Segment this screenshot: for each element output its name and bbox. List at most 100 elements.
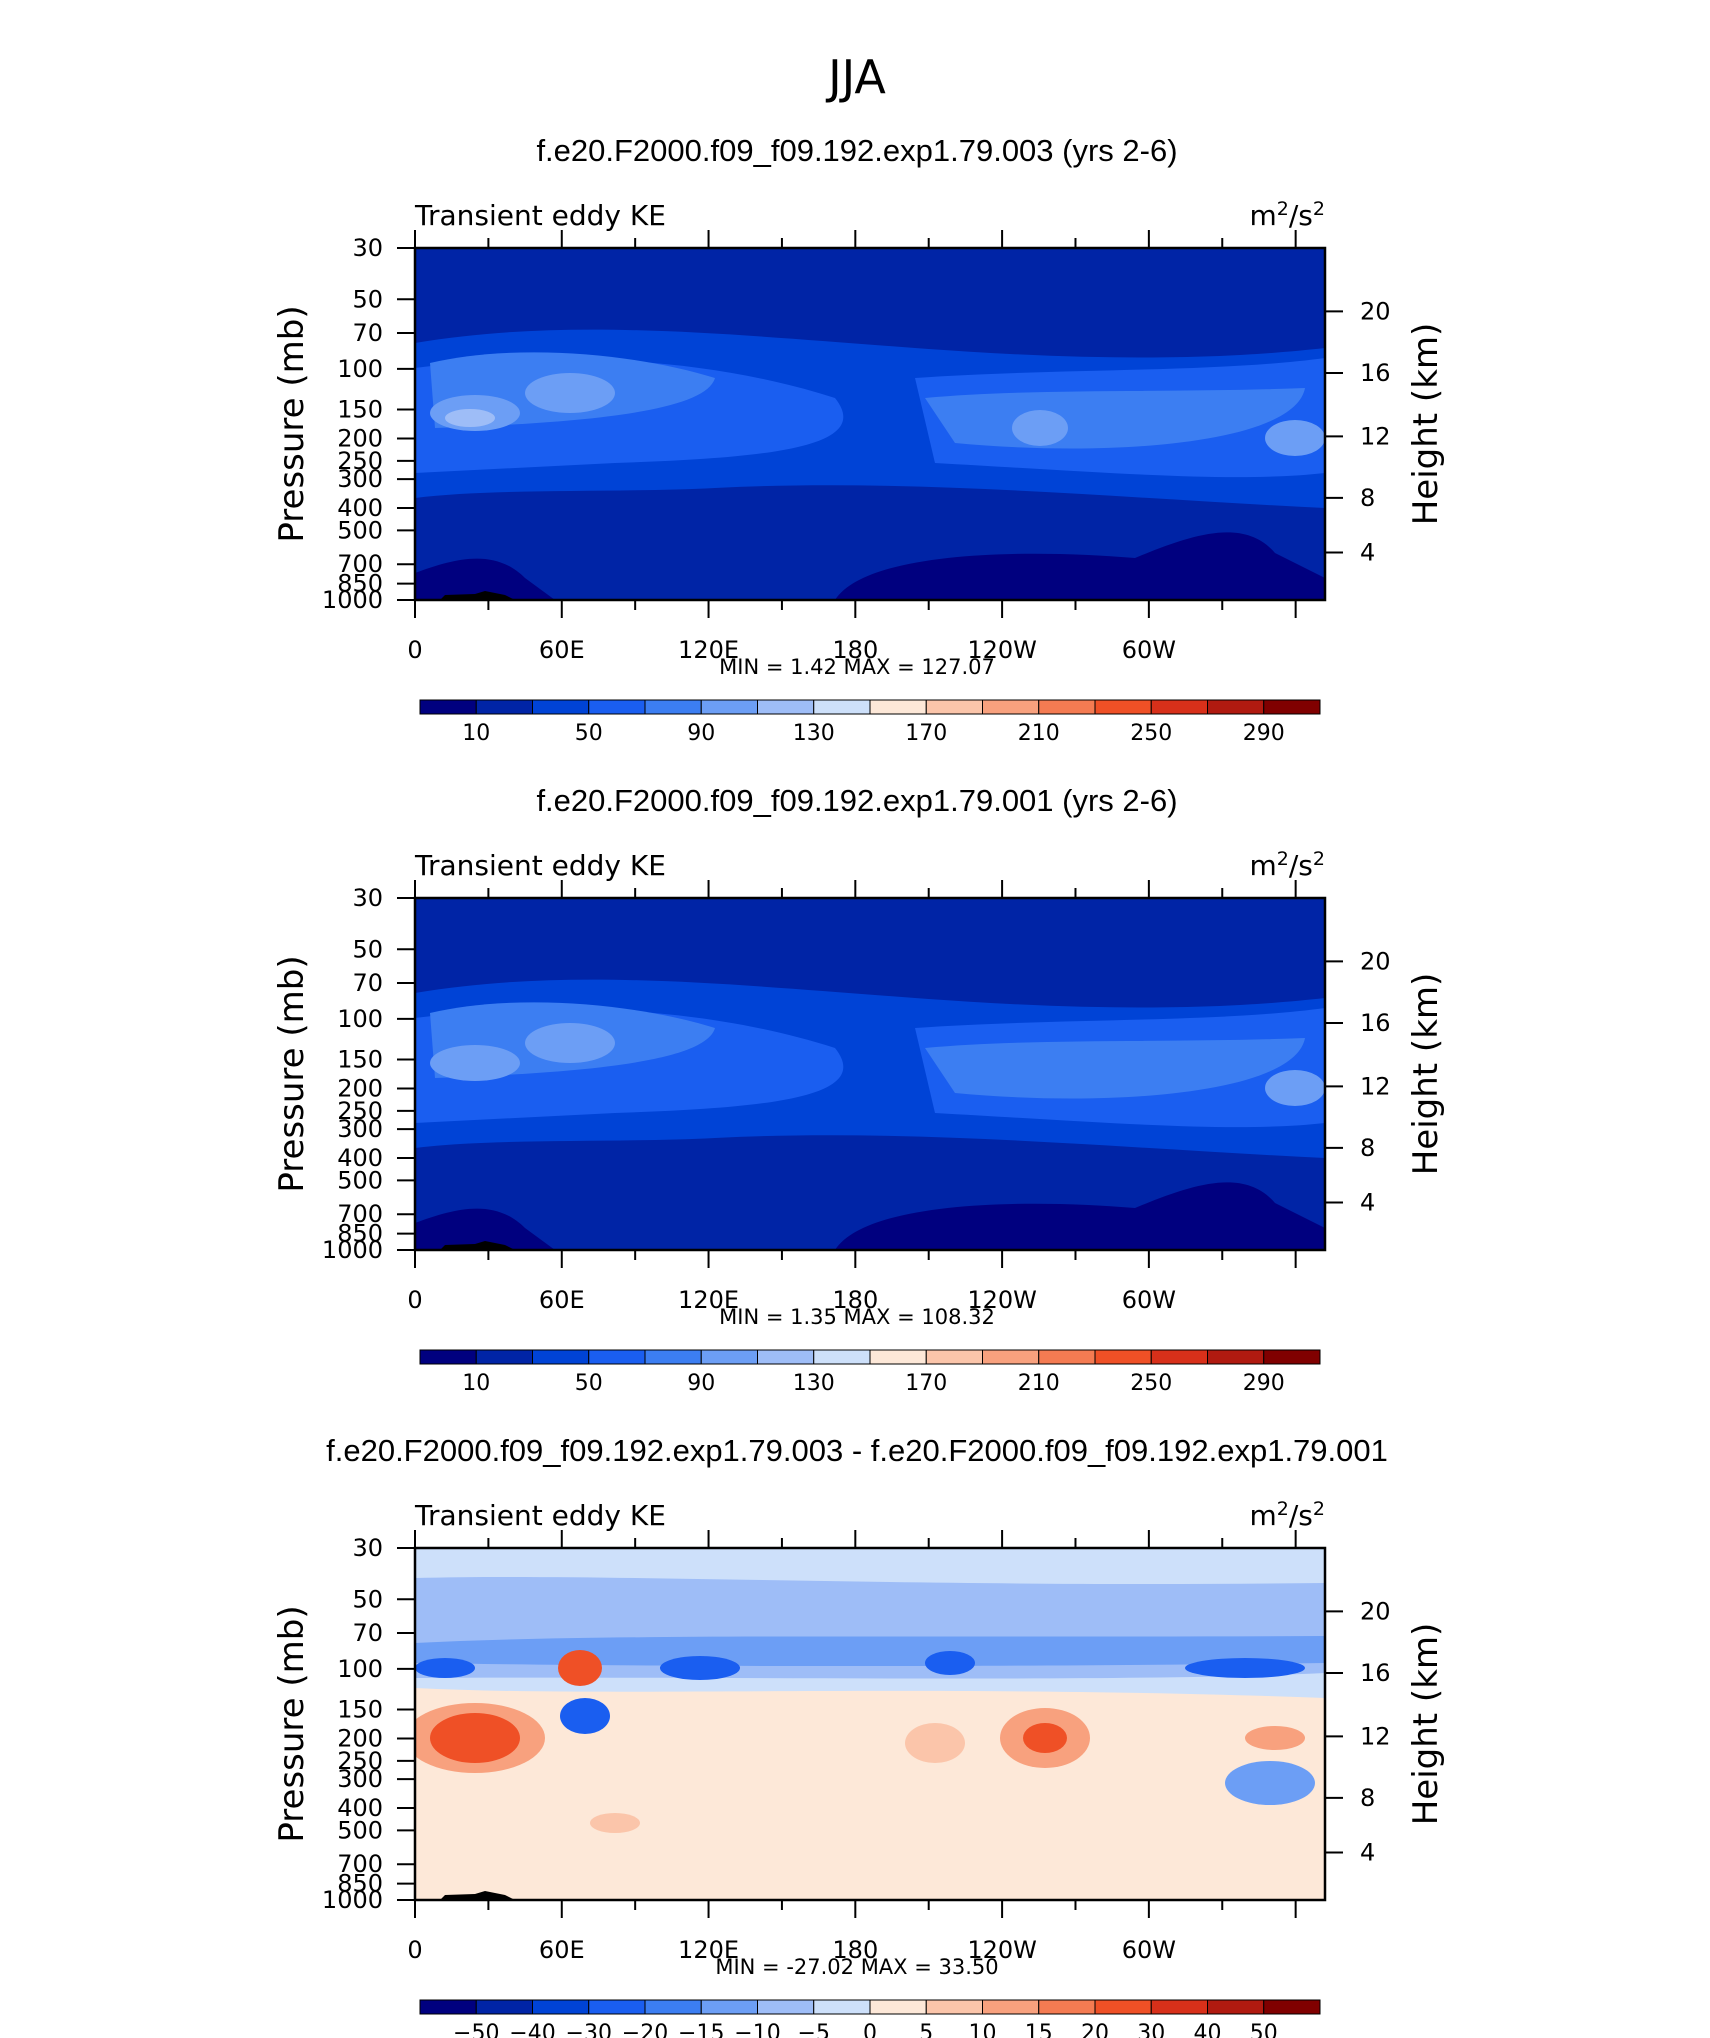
colorbar-swatch <box>588 1349 646 1365</box>
colorbar-label: 0 <box>863 2021 877 2038</box>
y-tick-label: 100 <box>337 1005 383 1033</box>
contour-band <box>415 1688 1325 1900</box>
panel-title: f.e20.F2000.f09_f09.192.exp1.79.001 (yrs… <box>536 783 1177 818</box>
contour-band <box>430 1713 520 1763</box>
y-tick-label: 250 <box>337 447 383 475</box>
x-tick-label: 120W <box>967 1936 1037 1964</box>
x-tick-label: 60W <box>1122 636 1176 664</box>
y-tick-label: 1000 <box>322 586 383 614</box>
y-tick-label: 850 <box>337 1870 383 1898</box>
y-tick-label: 400 <box>337 1144 383 1172</box>
y-tick-label: 50 <box>352 1585 383 1613</box>
y-tick-label: 150 <box>337 396 383 424</box>
y-tick-label: 50 <box>352 935 383 963</box>
colorbar-label: 90 <box>687 1371 715 1396</box>
y2-tick-label: 16 <box>1360 1659 1391 1687</box>
colorbar-label: −40 <box>509 2021 555 2038</box>
topography <box>440 1891 515 1900</box>
x-tick-label: 60E <box>539 636 585 664</box>
units-label: m2/s2 <box>1250 1498 1326 1532</box>
contour-band <box>1245 1726 1305 1750</box>
contour-band <box>560 1698 610 1734</box>
y-axis-label: Pressure (mb) <box>272 1605 312 1842</box>
y2-axis-label: Height (km) <box>1406 973 1446 1176</box>
y2-axis-label: Height (km) <box>1406 323 1446 526</box>
y2-tick-label: 16 <box>1360 1009 1391 1037</box>
x-tick-label: 60W <box>1122 1286 1176 1314</box>
y-tick-label: 100 <box>337 1655 383 1683</box>
x-tick-label: 180 <box>832 636 878 664</box>
colorbar-swatch <box>1207 1999 1265 2015</box>
x-tick-label: 120E <box>678 636 739 664</box>
contour-band <box>925 1038 1305 1099</box>
y2-tick-label: 20 <box>1360 1597 1391 1625</box>
y-tick-label: 250 <box>337 1097 383 1125</box>
y-tick-label: 100 <box>337 355 383 383</box>
contour-band <box>415 1208 555 1250</box>
colorbar-label: −15 <box>678 2021 724 2038</box>
contour-band <box>1225 1761 1315 1805</box>
y-tick-label: 1000 <box>322 1886 383 1914</box>
colorbar-swatch <box>1038 1999 1096 2015</box>
colorbar-swatch <box>925 1999 983 2015</box>
units-label: m2/s2 <box>1250 198 1326 232</box>
colorbar-swatch <box>982 1999 1040 2015</box>
y-tick-label: 150 <box>337 1046 383 1074</box>
contour-band <box>1265 1070 1325 1106</box>
y-tick-label: 70 <box>352 319 383 347</box>
contour-band <box>558 1650 602 1686</box>
y-axis-label: Pressure (mb) <box>272 955 312 1192</box>
colorbar-swatch <box>813 1999 871 2015</box>
colorbar-label: 90 <box>687 721 715 746</box>
contour-band <box>1023 1723 1067 1753</box>
colorbar-swatch <box>1038 1349 1096 1365</box>
y2-tick-label: 8 <box>1360 1134 1375 1162</box>
colorbar-label: −5 <box>798 2021 830 2038</box>
colorbar-swatch <box>1038 699 1096 715</box>
colorbar-label: −10 <box>734 2021 780 2038</box>
y2-tick-label: 16 <box>1360 359 1391 387</box>
colorbar-swatch <box>419 1349 477 1365</box>
colorbar-swatch <box>1263 699 1321 715</box>
contour-band <box>925 1651 975 1675</box>
colorbar-label: 290 <box>1243 721 1285 746</box>
panel-title: f.e20.F2000.f09_f09.192.exp1.79.003 (yrs… <box>536 133 1177 168</box>
colorbar-label: 50 <box>575 1371 603 1396</box>
y-tick-label: 500 <box>337 516 383 544</box>
y2-tick-label: 12 <box>1360 1722 1391 1750</box>
y2-tick-label: 20 <box>1360 947 1391 975</box>
colorbar-label: 50 <box>1250 2021 1278 2038</box>
contour-field <box>415 248 1325 600</box>
colorbar-swatch <box>982 699 1040 715</box>
colorbar-swatch <box>1094 1999 1152 2015</box>
x-tick-label: 180 <box>832 1286 878 1314</box>
contour-band <box>445 409 495 427</box>
colorbar-swatch <box>532 1349 590 1365</box>
colorbar-swatch <box>1150 1349 1208 1365</box>
topography <box>440 591 515 600</box>
panel-3: f.e20.F2000.f09_f09.192.exp1.79.003 - f.… <box>272 1433 1446 2038</box>
colorbar-swatch <box>813 1349 871 1365</box>
contour-field <box>415 1548 1325 1900</box>
panel-title: f.e20.F2000.f09_f09.192.exp1.79.003 - f.… <box>326 1433 1388 1468</box>
y-tick-label: 700 <box>337 550 383 578</box>
y-tick-label: 300 <box>337 465 383 493</box>
y-tick-label: 70 <box>352 1619 383 1647</box>
x-tick-label: 60W <box>1122 1936 1176 1964</box>
colorbar-swatch <box>1263 1349 1321 1365</box>
contour-band <box>415 1636 1325 1667</box>
colorbar-swatch <box>1207 699 1265 715</box>
y-tick-label: 200 <box>337 1074 383 1102</box>
colorbar-swatch <box>475 1349 533 1365</box>
colorbar-swatch <box>869 699 927 715</box>
y-tick-label: 500 <box>337 1166 383 1194</box>
plot-frame <box>413 896 1327 1252</box>
colorbar-swatch <box>1094 1349 1152 1365</box>
y-tick-label: 700 <box>337 1200 383 1228</box>
y-tick-label: 30 <box>352 234 383 262</box>
colorbar-swatch <box>869 1999 927 2015</box>
colorbar-swatch <box>1263 1999 1321 2015</box>
colorbar-swatch <box>532 699 590 715</box>
x-tick-label: 0 <box>407 1936 422 1964</box>
contour-band <box>905 1723 965 1763</box>
